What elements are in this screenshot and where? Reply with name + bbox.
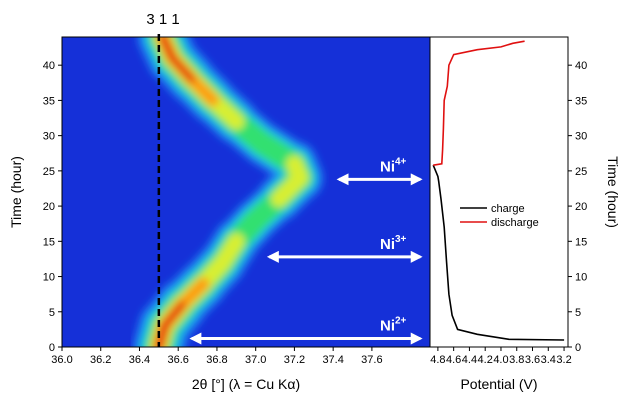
- potential-x-tick-label: 4.4: [462, 354, 477, 366]
- potential-background: [430, 37, 568, 347]
- potential-y-tick-label: 20: [575, 201, 587, 213]
- potential-y-tick-label: 5: [575, 307, 581, 319]
- y-tick-label: 5: [49, 307, 55, 319]
- potential-x-tick-label: 3.6: [525, 354, 540, 366]
- ni-label-charge: 4+: [395, 156, 407, 167]
- heatmap-intensity: [132, 37, 324, 347]
- ni-label-main: Ni: [380, 236, 395, 253]
- ni-label-charge: 2+: [395, 316, 407, 327]
- potential-y-tick-label: 0: [575, 342, 581, 354]
- potential-panel: 4.8 4.6 4.4 4.2 4.0 3.8 3.6 3.4 3.2 0 5 10 15 20 25 30 3…: [429, 36, 587, 366]
- y-tick-label: 25: [43, 166, 55, 178]
- potential-y-tick-label: 25: [575, 166, 587, 178]
- ni-label-charge: 3+: [395, 234, 407, 245]
- y-tick-label: 10: [43, 272, 55, 284]
- potential-x-tick-label: 4.2: [478, 354, 493, 366]
- potential-y-tick-label: 30: [575, 131, 587, 143]
- heatmap-y-axis-label: Time (hour): [8, 156, 24, 228]
- y-tick-label: 30: [43, 131, 55, 143]
- series-discharge-line: [433, 40, 525, 166]
- potential-x-tick-label: 4.8: [430, 354, 445, 366]
- heatmap-band-segment: [161, 301, 186, 330]
- y-tick-label: 20: [43, 201, 55, 213]
- heatmap-band-segment: [159, 37, 176, 62]
- heatmap-band-segment: [286, 155, 309, 187]
- x-tick-label: 36.4: [129, 354, 150, 366]
- y-tick-label: 35: [43, 95, 55, 107]
- heatmap-background: [62, 37, 430, 347]
- heatmap-axes: 36.0 36.2 36.4 36.6 36.8 37.0 37.2 37.4 37.6 0 5 10…: [43, 60, 383, 366]
- ni-label: Ni2+: [380, 316, 407, 335]
- legend-label-charge: charge: [491, 203, 525, 215]
- heatmap-band-segment: [169, 54, 196, 83]
- peak-annotation: 3 1 1: [146, 11, 179, 28]
- potential-y-tick-label: 10: [575, 272, 587, 284]
- y-tick-label: 15: [43, 236, 55, 248]
- ni-label-main: Ni: [380, 158, 395, 175]
- x-tick-label: 36.8: [206, 354, 227, 366]
- x-tick-label: 36.6: [167, 354, 188, 366]
- ni-label: Ni3+: [380, 234, 407, 253]
- heatmap-x-axis-label: 2θ [°] (λ = Cu Kα): [192, 376, 300, 392]
- legend: charge discharge: [460, 203, 539, 229]
- x-tick-label: 37.4: [322, 354, 343, 366]
- x-tick-label: 37.6: [361, 354, 382, 366]
- potential-x-tick-label: 3.2: [556, 354, 571, 366]
- x-tick-label: 36.2: [90, 354, 111, 366]
- oxidation-state-arrows: Ni2+Ni3+Ni4+: [189, 156, 423, 345]
- y-tick-label: 40: [43, 60, 55, 72]
- potential-y-tick-label: 15: [575, 236, 587, 248]
- potential-x-tick-label: 3.8: [509, 354, 524, 366]
- potential-frame: [429, 36, 569, 348]
- heatmap-panel: Ni2+Ni3+Ni4+ 36.0 36.2 36.4 36.6 36.8 37.0 37.…: [43, 34, 431, 366]
- potential-x-axis-label: Potential (V): [460, 376, 537, 392]
- x-tick-label: 37.2: [284, 354, 305, 366]
- ni-label-main: Ni: [380, 318, 395, 335]
- potential-x-tick-label: 4.6: [446, 354, 461, 366]
- potential-y-tick-label: 35: [575, 95, 587, 107]
- series-charge-line: [432, 164, 565, 341]
- potential-axes: 4.8 4.6 4.4 4.2 4.0 3.8 3.6 3.4 3.2 0 5 10 15 20 25 30 3…: [430, 60, 587, 366]
- legend-label-discharge: discharge: [491, 217, 539, 229]
- y-tick-label: 0: [49, 342, 55, 354]
- ni-label: Ni4+: [380, 156, 407, 175]
- potential-curves: [432, 40, 565, 341]
- x-tick-label: 36.0: [51, 354, 72, 366]
- heatmap-band-segment: [176, 277, 210, 311]
- potential-y-tick-label: 40: [575, 60, 587, 72]
- potential-x-tick-label: 3.4: [541, 354, 556, 366]
- heatmap-band-segment: [214, 233, 245, 271]
- x-tick-label: 37.0: [245, 354, 266, 366]
- potential-y-axis-label: Time (hour): [605, 156, 619, 228]
- potential-x-tick-label: 4.0: [493, 354, 508, 366]
